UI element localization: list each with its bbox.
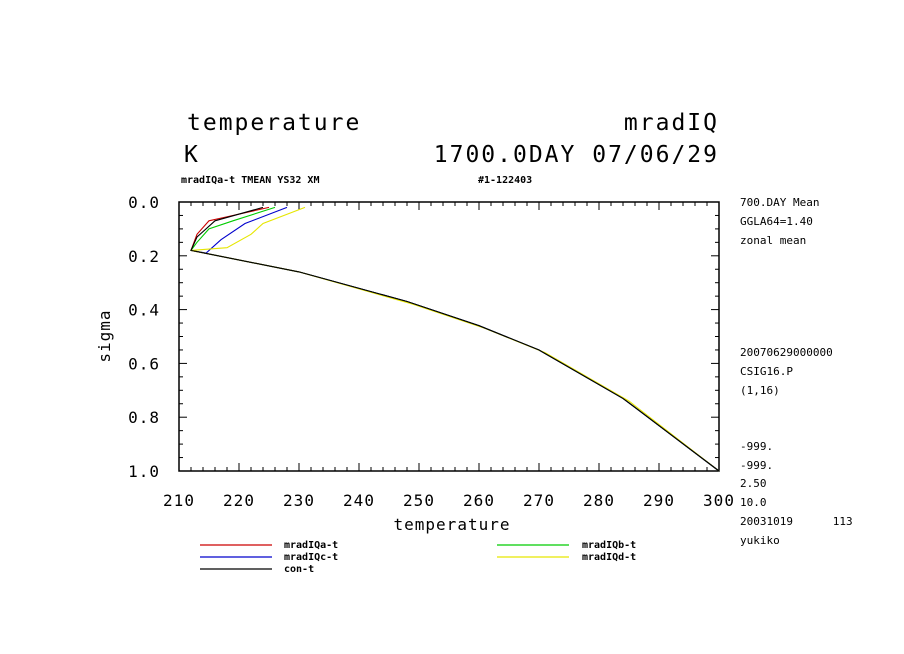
side-info-line: 20070629000000 xyxy=(740,346,833,359)
x-tick-label: 240 xyxy=(343,491,375,510)
x-tick-label: 290 xyxy=(643,491,675,510)
side-info-line: zonal mean xyxy=(740,234,806,247)
side-info-line: -999. xyxy=(740,440,773,453)
side-info-middle: 20070629000000 CSIG16.P (1,16) xyxy=(740,346,833,397)
x-axis-label: temperature xyxy=(394,515,511,534)
x-tick-label: 250 xyxy=(403,491,435,510)
x-tick-label: 280 xyxy=(583,491,615,510)
x-tick-label: 300 xyxy=(703,491,735,510)
y-tick-label: 0.4 xyxy=(128,301,160,320)
series-lines xyxy=(190,206,720,472)
legend-label: mradIQd-t xyxy=(582,552,636,563)
series-line-mradIQc-t xyxy=(190,206,720,472)
legend: mradIQa-t mradIQb-t mradIQc-t mradIQd-t con-… xyxy=(200,540,636,575)
x-tick-label: 220 xyxy=(223,491,255,510)
series-line-mradIQd-t xyxy=(190,206,720,472)
legend-label: mradIQa-t xyxy=(284,540,338,551)
y-tick-label: 0.8 xyxy=(128,408,160,427)
y-tick-label: 0.0 xyxy=(128,193,160,212)
x-axis-ticks xyxy=(178,202,720,471)
side-info-line: 20031019 113 xyxy=(740,515,853,528)
y-tick-label: 1.0 xyxy=(128,462,160,481)
series-line-mradIQb-t xyxy=(190,206,720,472)
y-tick-label: 0.6 xyxy=(128,354,160,373)
x-tick-label: 230 xyxy=(283,491,315,510)
experiment-name: mradIQ xyxy=(624,110,719,136)
subtitle-right: #1-122403 xyxy=(478,175,532,186)
side-info-line: 700.DAY Mean xyxy=(740,196,819,209)
side-info-bottom: -999. -999. 2.50 10.0 20031019 113 yukik… xyxy=(740,440,853,547)
side-info-line: -999. xyxy=(740,459,773,472)
side-info-line: 2.50 xyxy=(740,477,767,490)
side-info-top: 700.DAY Mean GGLA64=1.40 zonal mean xyxy=(740,196,819,247)
x-tick-label: 260 xyxy=(463,491,495,510)
side-info-line: GGLA64=1.40 xyxy=(740,215,813,228)
series-line-mradIQa-t xyxy=(190,206,720,472)
x-tick-label: 210 xyxy=(163,491,195,510)
side-info-line: (1,16) xyxy=(740,384,780,397)
legend-label: mradIQc-t xyxy=(284,552,338,563)
side-info-line: CSIG16.P xyxy=(740,365,793,378)
legend-label: mradIQb-t xyxy=(582,540,636,551)
plot-frame xyxy=(178,201,720,472)
legend-label: con-t xyxy=(284,564,314,575)
x-tick-label: 270 xyxy=(523,491,555,510)
side-info-line: yukiko xyxy=(740,534,780,547)
y-axis-tick-labels: 0.0 0.2 0.4 0.6 0.8 1.0 xyxy=(128,193,160,481)
series-line-con-t xyxy=(190,206,720,472)
subtitle-left: mradIQa-t TMEAN YS32 XM xyxy=(181,175,319,186)
unit-label: K xyxy=(184,142,200,168)
x-axis-tick-labels: 210 220 230 240 250 260 270 280 290 300 xyxy=(163,491,735,510)
y-axis-ticks xyxy=(179,201,719,472)
chart-title: temperature xyxy=(187,110,361,136)
time-label: 1700.0DAY 07/06/29 xyxy=(434,142,719,168)
y-axis-label: sigma xyxy=(95,309,114,362)
y-tick-label: 0.2 xyxy=(128,247,160,266)
side-info-line: 10.0 xyxy=(740,496,767,509)
